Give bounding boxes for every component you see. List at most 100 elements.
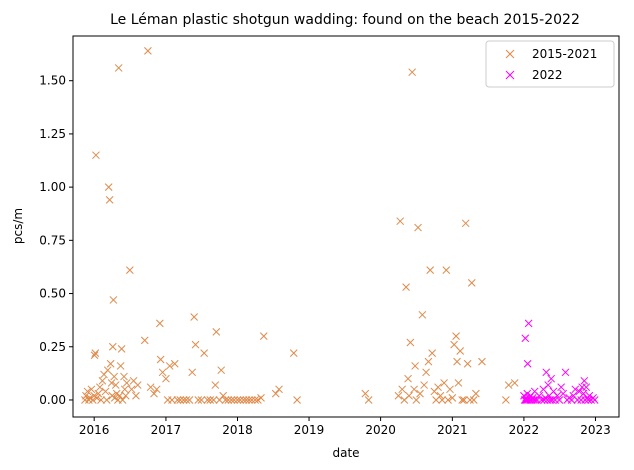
data-point [453,357,461,366]
marker-stroke [452,332,460,340]
marker-stroke [146,383,155,392]
plot-area [72,35,620,418]
x-tick-label: 2019 [294,423,325,437]
data-point [106,359,115,368]
marker-stroke [364,396,373,404]
marker-stroke [585,391,594,400]
x-tick-label: 2023 [580,423,611,437]
data-point [398,385,407,394]
marker-stroke [569,391,578,400]
data-point [200,349,209,357]
marker-stroke [527,396,536,404]
marker-stroke [502,396,510,404]
marker-stroke [126,266,134,274]
data-point [364,396,373,404]
data-point [394,391,403,400]
data-point [466,396,474,404]
data-point [126,266,134,274]
data-point [478,357,486,366]
data-point [104,183,113,191]
marker-stroke [108,342,117,351]
data-point [83,387,92,396]
marker-stroke [571,385,580,394]
marker-stroke [105,196,114,204]
data-point [92,151,100,160]
data-point [108,342,117,351]
marker-stroke [236,396,245,404]
data-point [442,266,451,274]
marker-stroke [469,396,478,404]
marker-stroke [212,328,221,336]
data-point [118,396,127,404]
data-point [396,217,405,226]
marker-stroke [233,396,242,404]
data-point [242,396,251,404]
marker-stroke [460,396,468,404]
marker-stroke [424,357,433,366]
data-point [450,340,458,349]
marker-stroke [458,396,467,404]
data-point [567,396,576,404]
data-point [448,393,457,402]
marker-stroke [182,396,191,404]
y-tick-label: 1.00 [39,180,66,194]
marker-stroke [584,396,593,404]
legend-label: 2022 [532,68,563,82]
marker-stroke [86,393,94,402]
marker-stroke [120,372,128,381]
legend-entries: 2015-2021 2022 [505,47,597,82]
marker-stroke [521,334,530,343]
data-point [542,368,551,377]
marker-stroke [227,396,236,404]
data-point [115,391,124,400]
data-point [109,296,118,304]
marker-stroke [446,385,454,394]
data-point [275,385,283,394]
data-point [440,379,448,387]
marker-stroke [463,359,472,368]
data-point [170,359,179,368]
data-point [573,396,582,404]
data-point [122,379,131,387]
chart-title: Le Léman plastic shotgun wadding: found … [110,12,580,28]
data-point [224,396,233,404]
data-point [469,396,478,404]
marker-stroke [530,387,539,396]
data-point [504,381,513,389]
legend-marker [505,49,515,59]
x-tick-label: 2018 [222,423,253,437]
marker-stroke [251,396,259,404]
data-point [557,383,566,392]
data-point [458,396,467,404]
data-point [173,396,182,404]
marker-stroke [396,217,405,226]
marker-stroke [411,362,419,370]
data-point [236,396,245,404]
data-point [251,396,259,404]
marker-stroke [127,385,136,394]
data-point [524,319,533,328]
data-point [271,389,280,398]
marker-stroke [394,391,403,400]
data-point [472,389,480,398]
data-point [575,387,584,396]
data-point [98,376,107,385]
data-point [523,359,532,368]
marker-stroke [440,379,448,387]
marker-stroke [150,389,158,398]
marker-stroke [510,379,519,387]
data-point [436,391,445,400]
legend-box [485,40,615,88]
marker-stroke [93,393,101,402]
legend: 2015-2021 2022 [485,40,615,88]
marker-stroke [94,389,103,398]
marker-stroke [219,391,228,400]
marker-stroke [92,151,100,160]
data-point [105,196,114,204]
marker-stroke [110,372,119,381]
data-point [446,385,454,394]
marker-stroke [456,347,465,355]
marker-stroke [132,391,140,400]
marker-stroke [173,396,182,404]
marker-stroke [90,351,99,360]
